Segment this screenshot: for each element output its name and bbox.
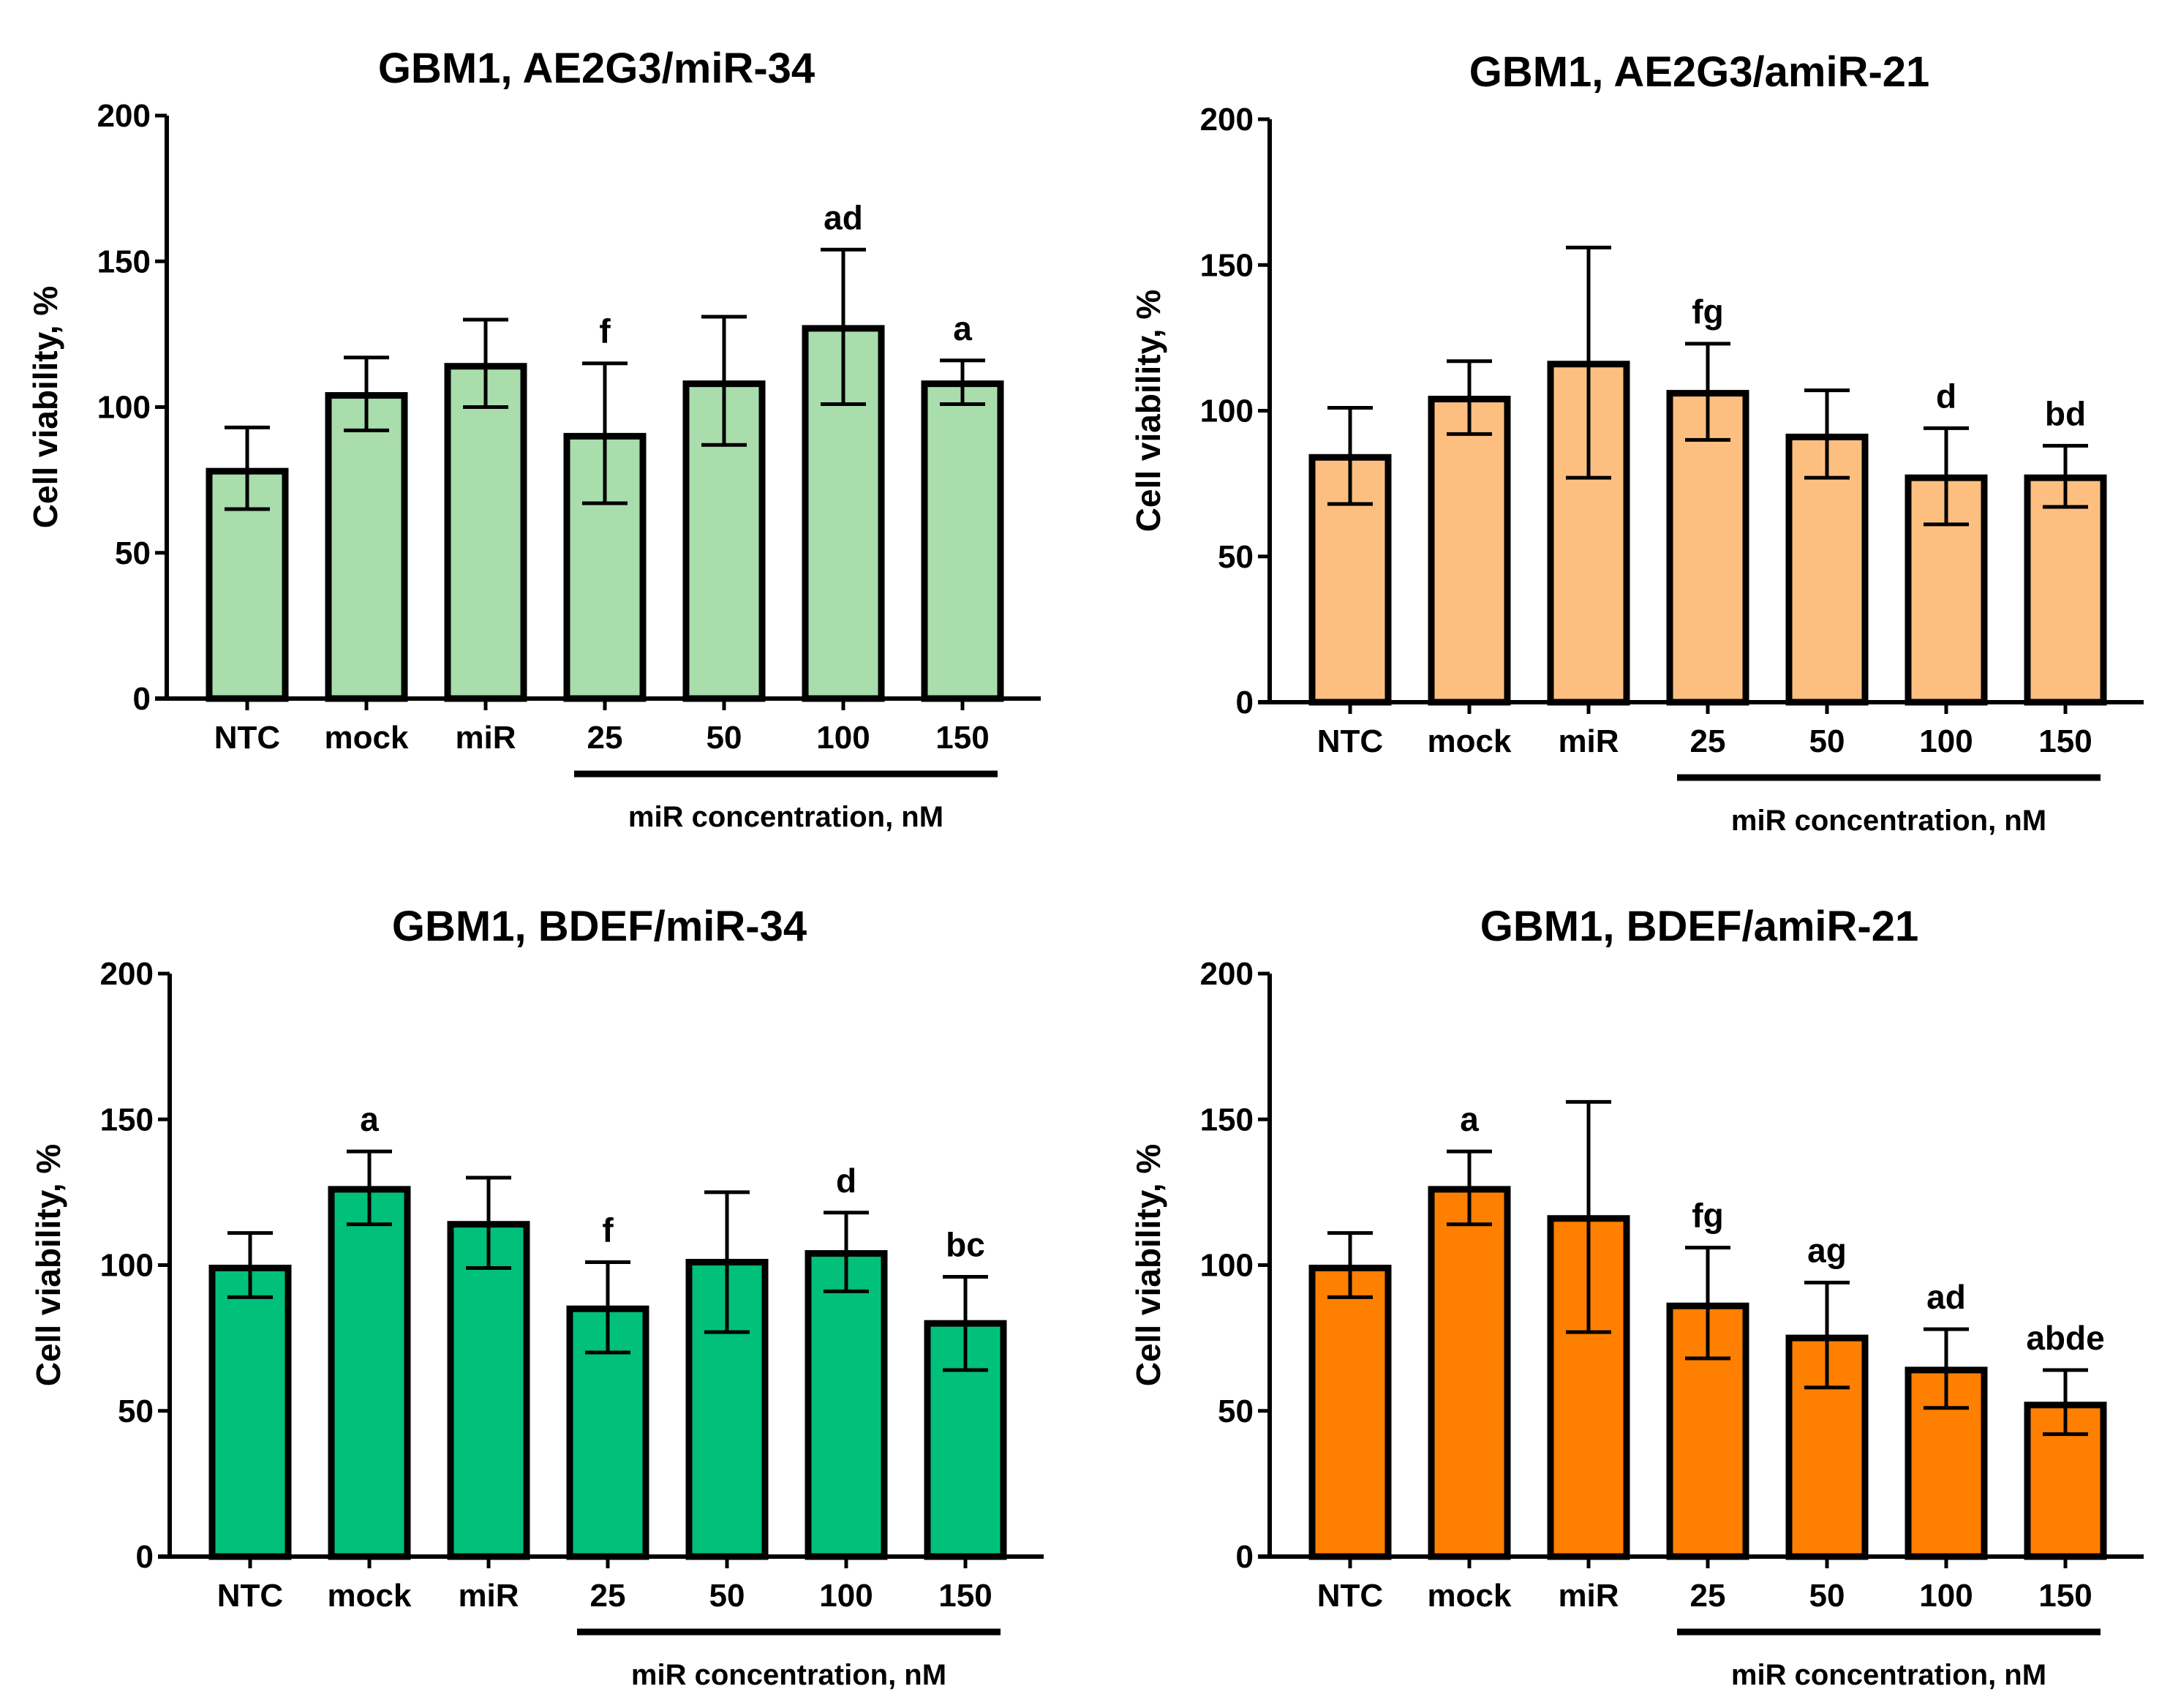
y-tick-label: 0 (133, 681, 151, 717)
x-tick-label: miR (1558, 723, 1619, 759)
bar-miR (447, 1221, 530, 1560)
significance-label: abde (2026, 1319, 2104, 1357)
chart-title: GBM1, AE2G3/amiR-21 (1469, 48, 1930, 96)
x-tick-label: 50 (1809, 1578, 1845, 1614)
chart-panel-4: GBM1, BDEF/amiR-21 0 50 100 150 200 Cell viabi… (1129, 903, 2144, 1691)
significance-label: f (599, 312, 611, 350)
y-tick-label: 50 (1218, 1393, 1254, 1429)
y-tick-label: 100 (97, 390, 151, 426)
y-tick-label: 50 (1218, 539, 1254, 575)
x-axis-label: miR concentration, nM (628, 801, 943, 833)
chart-panel-2: GBM1, AE2G3/amiR-21 0 50 100 150 200 Cell viab… (1129, 48, 2144, 837)
bar-150 (921, 380, 1004, 702)
x-axis-label: miR concentration, nM (631, 1659, 946, 1691)
x-axis-label: miR concentration, nM (1731, 805, 2046, 837)
bar-miR (444, 363, 527, 702)
significance-label: ad (1926, 1278, 1966, 1316)
significance-label: ad (824, 198, 863, 236)
bar-mock (1428, 1186, 1511, 1560)
y-axis-label: Cell viability, % (1129, 290, 1167, 532)
y-tick-label: 200 (1200, 102, 1254, 138)
x-tick-label: mock (325, 720, 409, 756)
bar-mock (1428, 396, 1511, 706)
significance-label: ag (1807, 1231, 1847, 1269)
x-tick-label: 50 (1809, 723, 1845, 759)
y-axis-label: Cell viability, % (1129, 1144, 1167, 1386)
bar-NTC (208, 1264, 292, 1560)
significance-label: f (602, 1211, 614, 1249)
chart-title: GBM1, BDEF/amiR-21 (1480, 903, 1918, 950)
x-tick-label: 100 (816, 720, 870, 756)
bar-25 (1666, 390, 1749, 706)
y-tick-label: 100 (1200, 394, 1254, 429)
x-tick-label: 25 (590, 1578, 626, 1614)
x-tick-label: 150 (938, 1578, 992, 1614)
significance-label: a (953, 309, 972, 347)
y-tick-label: 200 (97, 98, 151, 134)
bar-50 (1785, 433, 1869, 706)
y-axis-label: Cell viability, % (26, 286, 64, 528)
x-tick-label: NTC (214, 720, 280, 756)
y-tick-label: 200 (1200, 956, 1254, 992)
bar-mock (328, 1186, 411, 1560)
x-tick-label: mock (328, 1578, 412, 1614)
bar-mock (325, 392, 408, 702)
bar-NTC (1308, 454, 1392, 706)
bar-NTC (1308, 1264, 1392, 1560)
bar-100 (805, 1250, 888, 1560)
x-tick-label: 25 (1690, 723, 1726, 759)
y-tick-label: 50 (115, 535, 151, 571)
significance-label: fg (1692, 293, 1723, 331)
x-tick-label: 100 (1919, 723, 1973, 759)
x-tick-label: 150 (935, 720, 989, 756)
x-tick-label: miR (455, 720, 516, 756)
bar-100 (1905, 474, 1988, 706)
significance-label: d (1936, 377, 1956, 415)
x-axis-label: miR concentration, nM (1731, 1659, 2046, 1691)
x-tick-label: 50 (709, 1578, 745, 1614)
y-tick-label: 200 (100, 956, 154, 992)
bar-150 (2024, 474, 2107, 706)
y-tick-label: 150 (100, 1102, 154, 1137)
significance-label: bc (946, 1225, 985, 1263)
x-tick-label: 25 (1690, 1578, 1726, 1614)
chart-panel-1: GBM1, AE2G3/miR-34 0 50 100 150 200 Cell viabi… (26, 45, 1041, 833)
significance-label: a (360, 1100, 379, 1138)
y-tick-label: 0 (1236, 685, 1254, 721)
chart-panel-3: GBM1, BDEF/miR-34 0 50 100 150 200 Cell viabil… (29, 903, 1044, 1691)
x-tick-label: 25 (587, 720, 623, 756)
y-axis-label: Cell viability, % (29, 1144, 67, 1386)
x-tick-label: 100 (1919, 1578, 1973, 1614)
x-tick-label: miR (1558, 1578, 1619, 1614)
significance-label: fg (1692, 1197, 1723, 1235)
significance-label: a (1460, 1100, 1479, 1138)
x-tick-label: mock (1428, 1578, 1512, 1614)
y-tick-label: 100 (1200, 1248, 1254, 1284)
y-tick-label: 150 (1200, 1102, 1254, 1137)
x-tick-label: mock (1428, 723, 1512, 759)
y-tick-label: 50 (118, 1393, 154, 1429)
x-tick-label: 50 (707, 720, 742, 756)
significance-label: bd (2045, 394, 2086, 432)
x-tick-label: 150 (2038, 723, 2092, 759)
x-tick-label: NTC (1317, 1578, 1383, 1614)
chart-title: GBM1, BDEF/miR-34 (392, 903, 807, 950)
x-tick-label: NTC (1317, 723, 1383, 759)
x-tick-label: NTC (217, 1578, 283, 1614)
x-tick-label: 150 (2038, 1578, 2092, 1614)
y-tick-label: 100 (100, 1248, 154, 1284)
x-tick-label: 100 (819, 1578, 873, 1614)
y-tick-label: 0 (1236, 1539, 1254, 1575)
y-tick-label: 150 (1200, 247, 1254, 283)
y-tick-label: 150 (97, 244, 151, 279)
chart-title: GBM1, AE2G3/miR-34 (378, 45, 815, 92)
significance-label: d (836, 1162, 856, 1200)
x-tick-label: miR (458, 1578, 519, 1614)
y-tick-label: 0 (136, 1539, 154, 1575)
